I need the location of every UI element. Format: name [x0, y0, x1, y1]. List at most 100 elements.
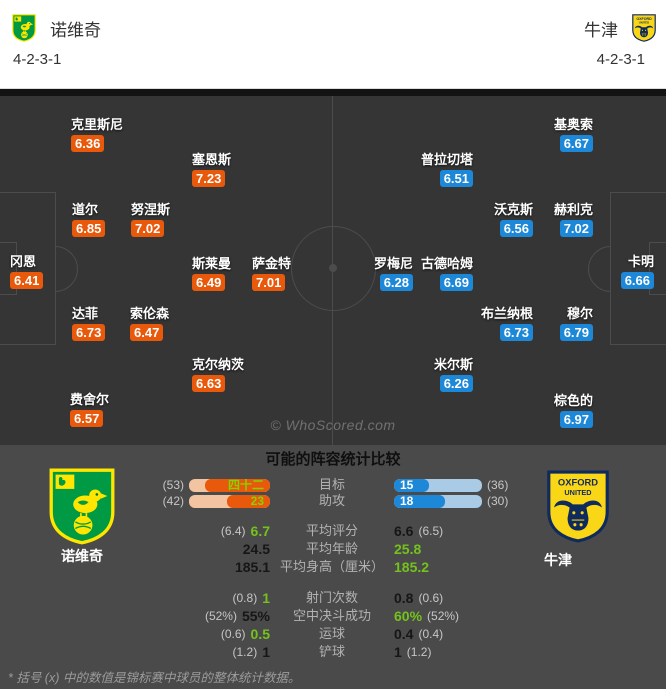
player-name: 罗梅尼	[373, 256, 413, 271]
stat-label: 平均年龄	[305, 541, 358, 556]
away-stat-bracket: (1.2)	[406, 645, 432, 659]
away-stat-bar-fill	[394, 478, 430, 492]
player[interactable]: 卡明 6.66	[620, 254, 654, 290]
away-stat-cell: 25.8	[394, 541, 666, 557]
home-stat-bar-fill	[227, 494, 270, 508]
match-header: 诺维奇 4-2-3-1 牛津 OXFORD UNITED 4-2-3-1	[0, 0, 666, 89]
player[interactable]: 赫利克 7.02	[554, 202, 593, 238]
player[interactable]: 基奥索 6.67	[554, 117, 593, 153]
player[interactable]: 道尔 6.85	[72, 202, 106, 238]
player-name: 古德哈姆	[420, 256, 473, 271]
player[interactable]: 达菲 6.73	[72, 306, 106, 342]
player-name: 卡明	[627, 254, 654, 269]
norwich-badge-icon	[12, 14, 36, 42]
home-stat-bar: 23	[189, 494, 270, 508]
player-name: 布兰纳根	[480, 306, 533, 321]
pitch-center-circle	[291, 226, 376, 311]
stat-row: (0.6) 0.5 运球 0.4 (0.4)	[0, 626, 666, 642]
player[interactable]: 罗梅尼 6.28	[374, 256, 413, 292]
player[interactable]: 冈恩 6.41	[10, 254, 44, 290]
stat-row: (1.2) 1 铲球 1 (1.2)	[0, 644, 666, 660]
away-stat-bracket: (36)	[487, 478, 509, 492]
home-stat-cell: (0.6) 0.5	[0, 626, 270, 642]
home-stat-bracket: (0.6)	[220, 627, 246, 641]
player-name: 斯莱曼	[192, 256, 232, 271]
player-name: 米尔斯	[433, 357, 473, 372]
player[interactable]: 萨金特 7.01	[252, 256, 291, 292]
player[interactable]: 棕色的 6.97	[554, 393, 593, 429]
home-stat-value: 24.5	[242, 541, 270, 557]
away-stat-value: 0.8	[394, 590, 414, 606]
away-stat-value: 18	[400, 494, 414, 508]
home-stat-cell: (1.2) 1	[0, 644, 270, 660]
player-name: 克里斯尼	[71, 117, 124, 132]
player-rating-badge: 7.23	[192, 170, 226, 187]
away-formation: 4-2-3-1	[596, 51, 645, 68]
stats-footnote: * 括号 (x) 中的数值是锦标赛中球员的整体统计数据。	[8, 671, 301, 685]
home-team-header[interactable]: 诺维奇	[12, 14, 101, 42]
norwich-badge-icon[interactable]	[49, 468, 115, 545]
oxford-badge-icon: OXFORD UNITED	[632, 14, 656, 42]
player-rating-badge: 6.26	[439, 375, 473, 392]
player[interactable]: 布兰纳根 6.73	[481, 306, 533, 342]
pitch-goal-box-right	[649, 242, 666, 295]
home-stat-value: 23	[250, 494, 264, 508]
home-stat-bracket: (52%)	[204, 609, 237, 623]
home-stat-bracket: (53)	[162, 478, 184, 492]
stats-home-team-name: 诺维奇	[61, 548, 103, 564]
home-stat-value: 0.5	[250, 626, 270, 642]
stat-row: (0.8) 1 射门次数 0.8 (0.6)	[0, 590, 666, 606]
player[interactable]: 塞恩斯 7.23	[192, 152, 231, 188]
player[interactable]: 努涅斯 7.02	[131, 202, 170, 238]
player[interactable]: 古德哈姆 6.69	[421, 256, 473, 292]
player-name: 费舍尔	[70, 392, 110, 407]
home-stat-bracket: (6.4)	[220, 524, 246, 538]
home-team-name[interactable]: 诺维奇	[50, 20, 101, 40]
player-name: 索伦森	[130, 306, 170, 321]
home-stat-value: 6.7	[250, 523, 270, 539]
stat-row: 185.1 平均身高（厘米） 185.2	[0, 559, 666, 575]
player[interactable]: 斯莱曼 6.49	[192, 256, 231, 292]
header-divider	[0, 89, 666, 96]
away-stat-value: 25.8	[394, 541, 422, 557]
away-team-header[interactable]: 牛津 OXFORD UNITED	[584, 14, 656, 42]
player-rating-badge: 6.73	[499, 324, 533, 341]
player-rating-badge: 6.36	[71, 135, 105, 152]
player-rating-badge: 6.85	[72, 220, 106, 237]
player-name: 穆尔	[566, 306, 593, 321]
player[interactable]: 克里斯尼 6.36	[71, 117, 123, 153]
player[interactable]: 沃克斯 6.56	[494, 202, 533, 238]
home-stat-cell: (53) 四十二	[0, 477, 270, 493]
stat-label: 助攻	[318, 493, 345, 508]
stat-row: (53) 四十二 目标 15 (36)	[0, 477, 666, 493]
player[interactable]: 穆尔 6.79	[559, 306, 593, 342]
player-rating-badge: 6.67	[559, 135, 593, 152]
stats-title: 可能的阵容统计比较	[265, 451, 401, 468]
player[interactable]: 费舍尔 6.57	[70, 392, 109, 428]
away-stat-bracket: (30)	[487, 494, 509, 508]
away-stat-bar: 18	[394, 494, 482, 508]
away-stat-value: 185.2	[394, 559, 430, 575]
svg-text:OXFORD: OXFORD	[636, 17, 652, 21]
home-formation: 4-2-3-1	[13, 51, 62, 68]
home-stat-bracket: (0.8)	[232, 591, 258, 605]
player-name: 塞恩斯	[192, 152, 232, 167]
away-team-name[interactable]: 牛津	[584, 20, 618, 40]
oxford-badge-icon[interactable]: OXFORD UNITED	[545, 470, 611, 543]
player-name: 道尔	[72, 202, 99, 217]
home-stat-value: 1	[262, 590, 270, 606]
home-stat-value: 1	[262, 644, 270, 660]
player[interactable]: 克尔纳茨 6.63	[192, 357, 244, 393]
stat-label: 目标	[318, 477, 345, 492]
away-stat-value: 6.6	[394, 523, 414, 539]
player-name: 努涅斯	[131, 202, 171, 217]
player[interactable]: 米尔斯 6.26	[434, 357, 473, 393]
away-stat-bracket: (6.5)	[418, 524, 444, 538]
player[interactable]: 索伦森 6.47	[130, 306, 169, 342]
stats-away-team-name: 牛津	[544, 552, 572, 568]
home-stat-cell: 185.1	[0, 559, 270, 575]
player[interactable]: 普拉切塔 6.51	[421, 152, 473, 188]
player-rating-badge: 6.56	[499, 220, 533, 237]
home-stat-cell: 24.5	[0, 541, 270, 557]
away-stat-cell: 15 (36)	[394, 477, 666, 493]
